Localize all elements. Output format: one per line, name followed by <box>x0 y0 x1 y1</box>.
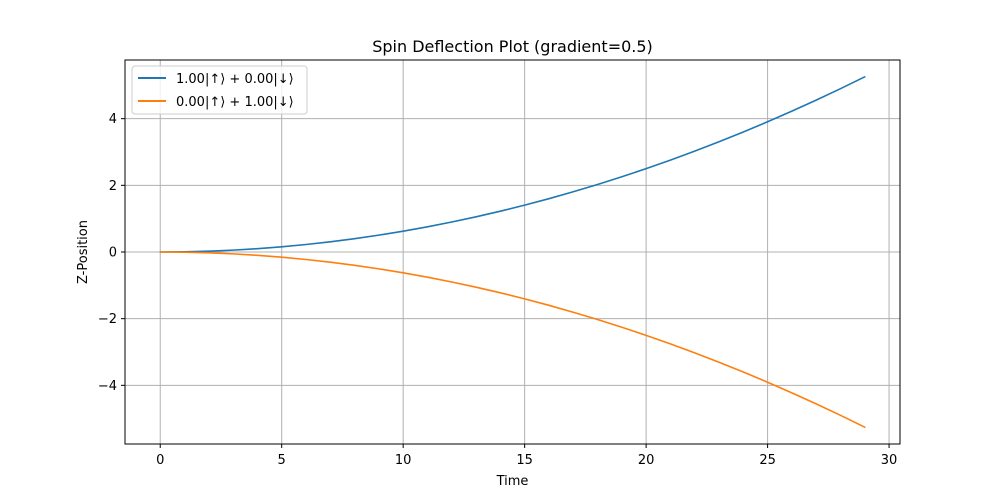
x-tick-label: 0 <box>156 453 164 468</box>
series-line-2 <box>159 251 866 429</box>
chart-title: Spin Deflection Plot (gradient=0.5) <box>372 37 653 56</box>
y-tick-label: 2 <box>109 179 117 194</box>
x-tick-label: 5 <box>278 453 286 468</box>
legend-label-series-1: 1.00|↑⟩ + 0.00|↓⟩ <box>176 72 294 87</box>
x-tick-label: 30 <box>881 453 898 468</box>
legend: 1.00|↑⟩ + 0.00|↓⟩ 0.00|↑⟩ + 1.00|↓⟩ <box>131 65 308 115</box>
y-axis-ticks: −4 −2 0 2 4 <box>98 112 125 394</box>
y-tick-label: 4 <box>109 112 117 127</box>
x-axis-ticks: 0 5 10 15 20 25 30 <box>156 444 897 468</box>
x-tick-label: 15 <box>516 453 533 468</box>
legend-label-series-2: 0.00|↑⟩ + 1.00|↓⟩ <box>176 95 294 110</box>
y-tick-label: −2 <box>98 312 117 327</box>
x-tick-label: 10 <box>395 453 412 468</box>
series-line-1 <box>159 75 866 253</box>
x-tick-label: 25 <box>759 453 776 468</box>
legend-box <box>131 65 308 115</box>
x-axis-label: Time <box>496 474 529 489</box>
y-tick-label: −4 <box>98 379 117 394</box>
grid-lines <box>125 60 900 444</box>
x-tick-label: 20 <box>638 453 655 468</box>
y-tick-label: 0 <box>109 246 117 261</box>
y-axis-label: Z-Position <box>76 220 91 284</box>
series-lines <box>159 75 866 429</box>
